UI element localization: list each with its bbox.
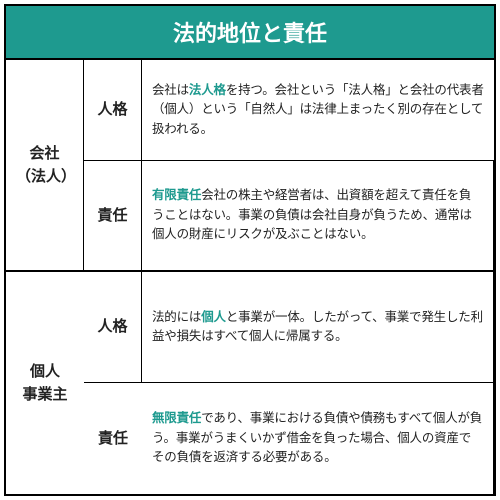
group-label-company: 会社 （法人） xyxy=(6,60,84,272)
sub-label-personality-1: 人格 xyxy=(84,272,142,383)
sub-label-liability-1: 責任 xyxy=(84,383,142,494)
highlight-1-0: 個人 xyxy=(201,310,226,324)
group-label-individual: 個人 事業主 xyxy=(6,272,84,494)
desc-before-1-0: 法的には xyxy=(152,310,201,324)
desc-0-1: 有限責任会社の株主や経営者は、出資額を超えて責任を負うことはない。事業の負債は会… xyxy=(142,161,494,272)
desc-0-0: 会社は法人格を持つ。会社という「法人格」と会社の代表者（個人）という「自然人」は… xyxy=(142,60,494,161)
table-body: 会社 （法人） 人格 会社は法人格を持つ。会社という「法人格」と会社の代表者（個… xyxy=(6,60,494,494)
desc-after-1-1: であり、事業における負債や債務もすべて個人が負う。事業がうまくいかず借金を負った… xyxy=(152,411,482,464)
desc-1-0: 法的には個人と事業が一体。したがって、事業で発生した利益や損失はすべて個人に帰属… xyxy=(142,272,494,383)
highlight-0-1: 有限責任 xyxy=(152,188,201,202)
highlight-1-1: 無限責任 xyxy=(152,411,201,425)
table-container: 法的地位と責任 会社 （法人） 人格 会社は法人格を持つ。会社という「法人格」と… xyxy=(4,4,496,496)
sub-label-liability-0: 責任 xyxy=(84,161,142,272)
table-title: 法的地位と責任 xyxy=(6,6,494,60)
desc-1-1: 無限責任であり、事業における負債や債務もすべて個人が負う。事業がうまくいかず借金… xyxy=(142,383,494,494)
highlight-0-0: 法人格 xyxy=(189,83,226,97)
desc-before-0-0: 会社は xyxy=(152,83,189,97)
sub-label-personality-0: 人格 xyxy=(84,60,142,161)
